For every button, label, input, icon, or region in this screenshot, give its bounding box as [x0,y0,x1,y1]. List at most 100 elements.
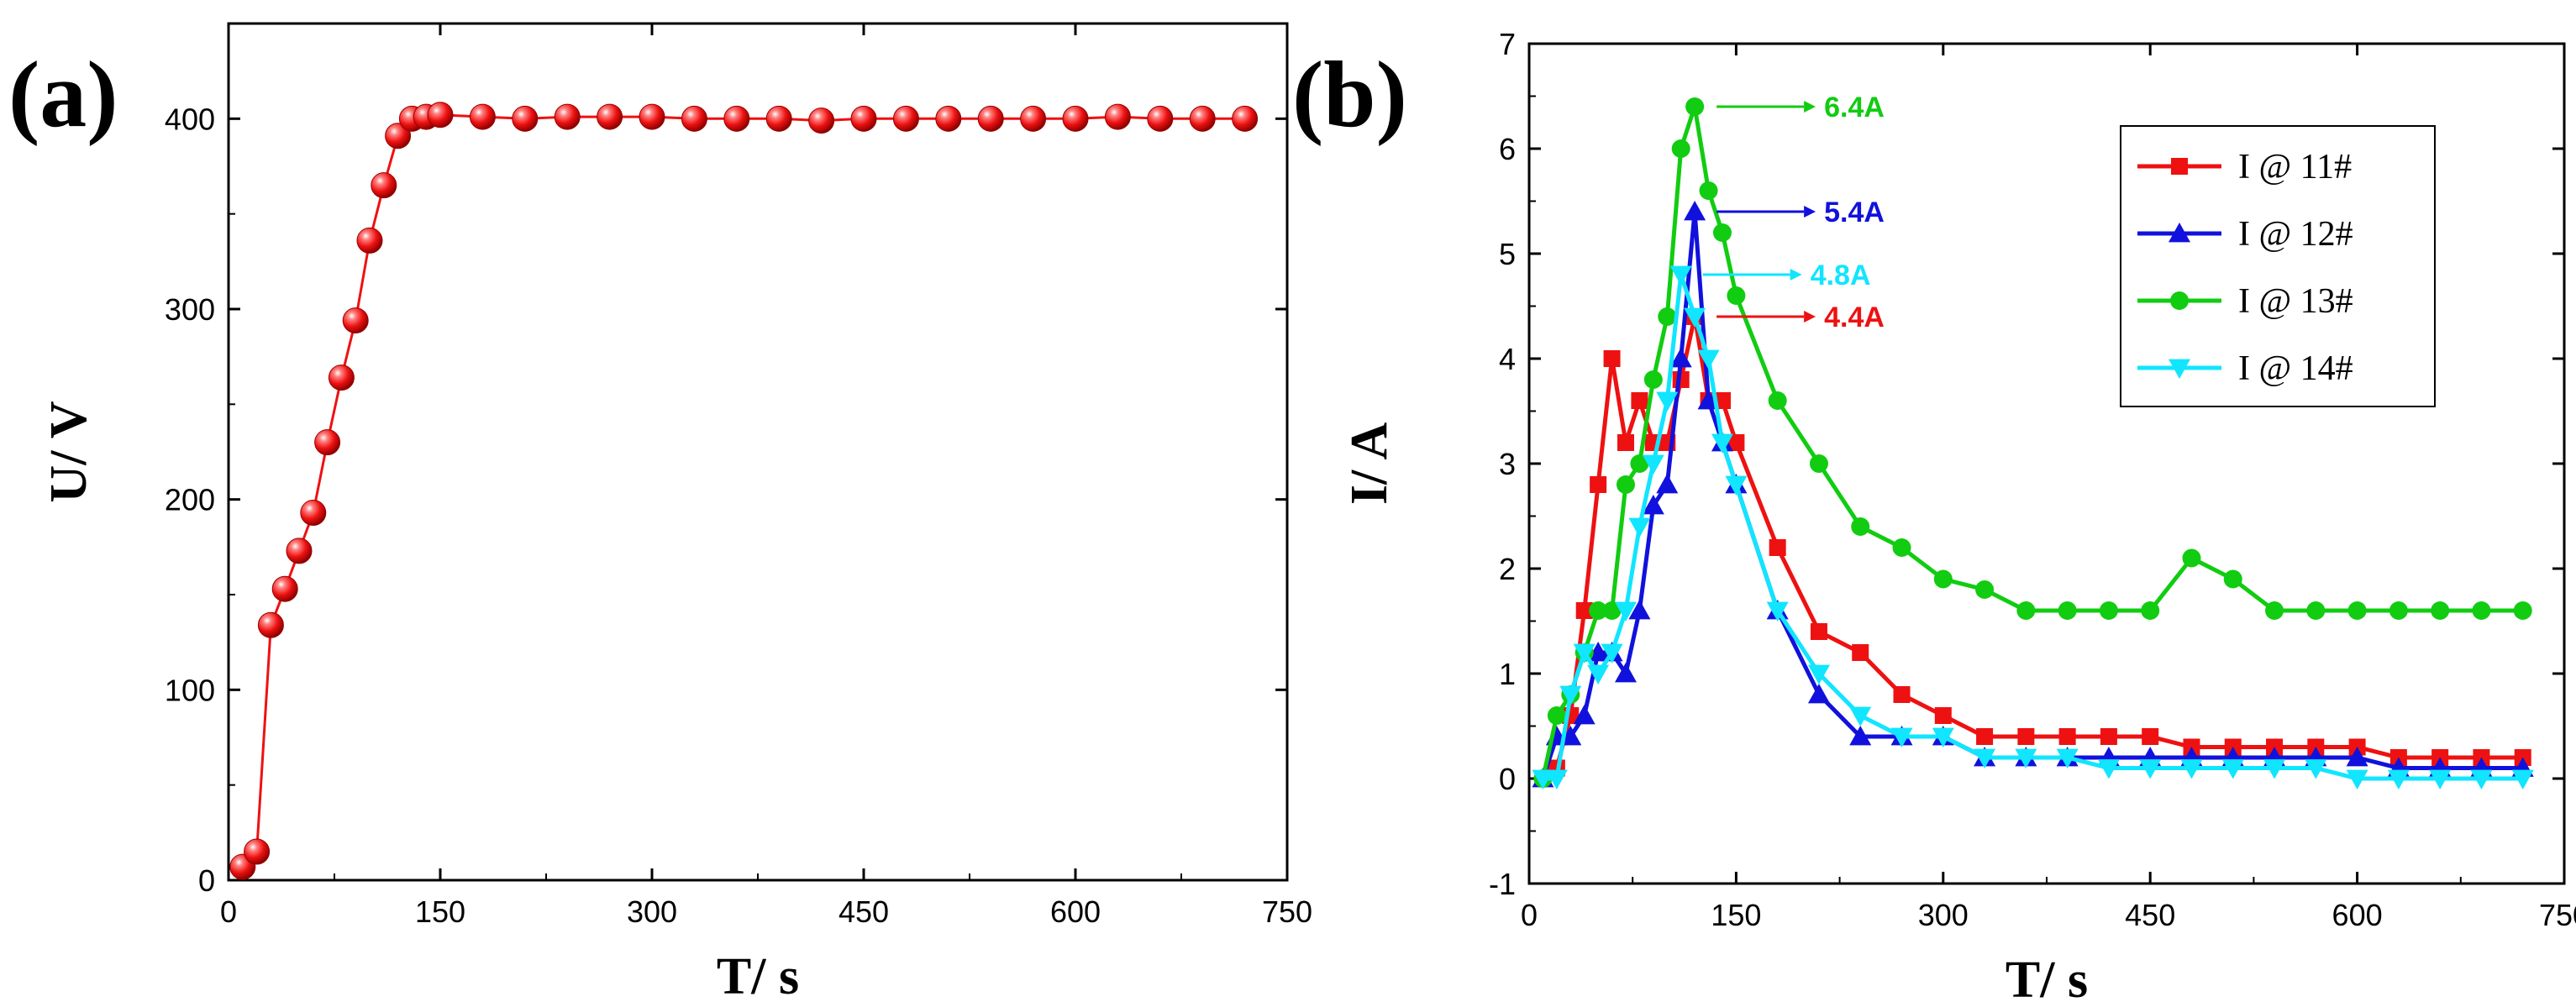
data-point [1671,139,1690,158]
annotation-arrowhead [1804,101,1816,113]
x-tick-label: 450 [2125,898,2175,932]
data-point [1766,601,1789,622]
series-line [1541,211,2523,779]
data-point [1617,434,1634,451]
annotation-label: 6.4A [1824,92,1885,123]
data-point [1934,707,1952,724]
annotations: 6.4A 5.4A 4.8A 4.4A [1702,92,1885,333]
data-point [1602,601,1622,620]
data-point [1807,684,1830,704]
x-tick-label: 600 [2332,898,2383,932]
y-axis-title-b: I/ A [1341,422,1398,505]
annotation-arrowhead [1804,311,1816,323]
data-point [2058,601,2077,620]
data-point [1890,727,1913,747]
x-tick-label: 450 [839,894,889,929]
x-tick-label: 600 [1050,894,1101,929]
data-point [1545,769,1568,789]
data-point [2429,769,2452,789]
data-point [1573,643,1596,663]
data-point [1587,664,1610,684]
data-point [1658,307,1677,326]
data-point [2017,728,2035,745]
data-point [1642,495,1664,515]
legend-label: I @ 12# [2238,215,2353,254]
data-point [1807,664,1830,684]
data-point [2180,759,2203,779]
legend-label: I @ 14# [2238,349,2353,388]
data-point [1851,517,1870,536]
data-point [1725,475,1748,496]
data-point [1020,105,1047,132]
x-tick-label: 750 [1262,894,1312,929]
legend-marker [2170,291,2189,310]
data-point [1669,265,1692,286]
x-axis-a: 0 150 300 450 600 750 [220,24,1312,929]
series-b-3 [1532,265,2534,789]
data-point [1590,476,1607,493]
data-point [1727,286,1746,305]
data-point [808,108,835,134]
data-point [244,838,271,865]
y-tick-label: 5 [1499,237,1516,271]
y-tick-label: 2 [1499,552,1516,586]
x-tick-label: 0 [220,894,237,929]
x-tick-label: 150 [1711,898,1761,932]
data-point [1642,454,1664,475]
data-point [257,611,284,638]
data-point [2387,769,2410,789]
data-point [286,538,313,564]
data-point [2056,748,2079,768]
x-axis-b: 0 150 300 450 600 750 [1521,44,2576,932]
data-point [765,105,792,132]
data-point [2306,601,2326,620]
data-point [1614,601,1637,622]
data-point [2305,759,2327,779]
y-tick-label: 0 [1499,762,1516,796]
data-point [2097,759,2120,779]
data-point [342,307,369,334]
annotation-label: 5.4A [1824,197,1885,228]
x-axis-title-b: T/ s [2006,952,2088,1007]
data-point [1656,474,1679,494]
data-point [2431,601,2450,620]
x-tick-label: 150 [415,894,465,929]
data-point [1810,623,1827,640]
legend: I @ 11# I @ 12# I @ 13# I @ 14# [2120,125,2436,407]
data-point [2182,548,2201,568]
data-point [1547,706,1566,725]
data-point [1630,454,1649,473]
data-point [1849,726,1872,746]
data-point [2513,601,2532,620]
data-point [2058,728,2076,745]
data-point [1532,769,1554,789]
data-point [1601,643,1623,663]
data-point [469,103,496,130]
y-axis-b: -1 0 1 2 3 4 5 6 7 [1489,27,2564,901]
data-point [1699,181,1718,200]
data-point [1711,433,1733,454]
data-point [2346,769,2368,789]
data-point [1104,103,1131,130]
data-point [2511,769,2534,789]
data-point [2099,601,2118,620]
data-point [385,123,412,149]
data-point [935,105,962,132]
y-axis-a: 0 100 200 300 400 [165,102,1287,898]
data-point [512,105,539,132]
data-point [1628,517,1651,538]
data-point [1933,569,1953,589]
data-point [1631,392,1648,409]
data-point [1769,539,1786,556]
annotation-arrowhead [1804,206,1816,218]
data-point [1975,580,1995,599]
y-tick-label: 3 [1499,447,1516,481]
data-point [1685,97,1705,116]
x-tick-label: 0 [1521,898,1538,932]
y-tick-label: 1 [1499,657,1516,691]
y-tick-label: 6 [1499,132,1516,166]
x-tick-label: 750 [2539,898,2576,932]
data-point [1643,370,1663,389]
